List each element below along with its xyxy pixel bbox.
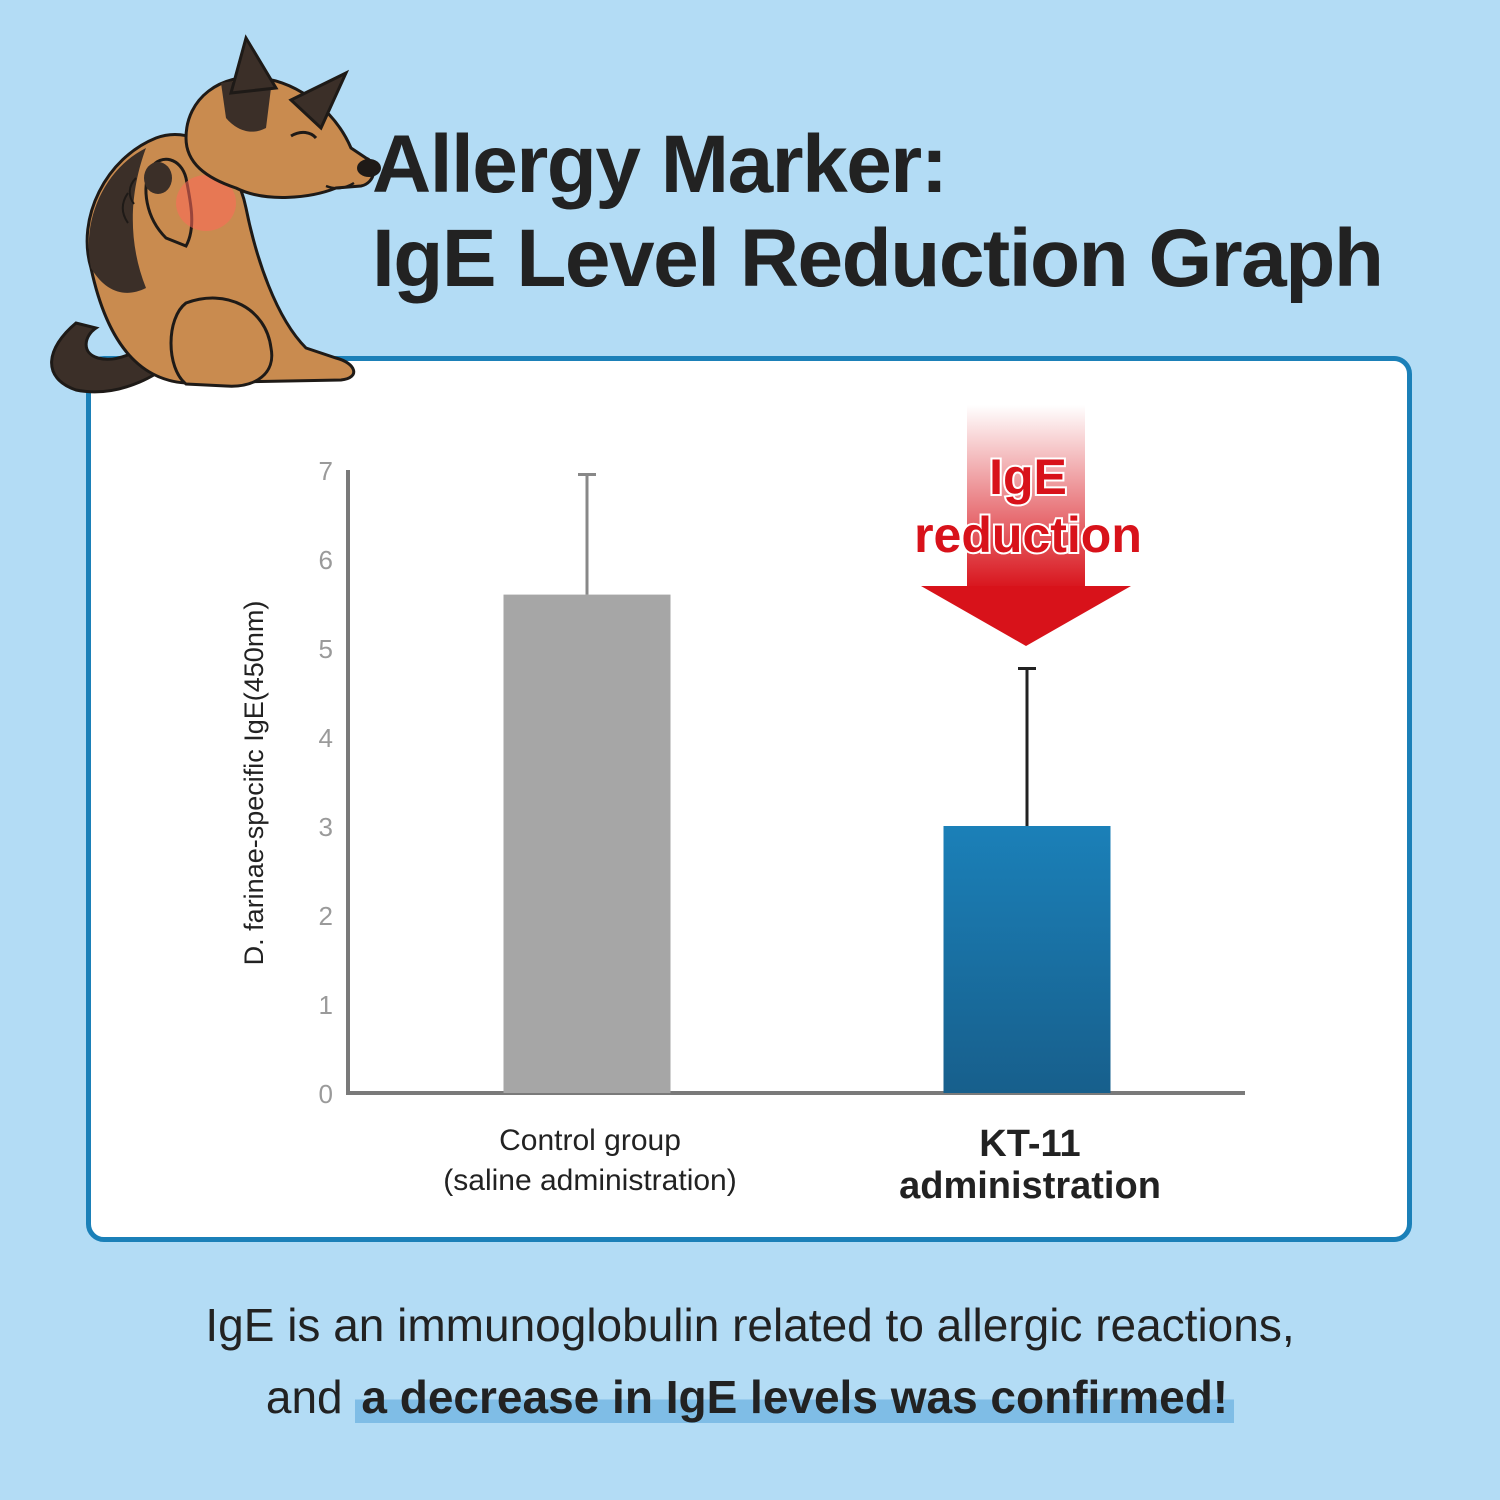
annotation-arrow-head bbox=[921, 586, 1131, 646]
y-axis-label: D. farinae-specific IgE(450nm) bbox=[239, 601, 269, 966]
x-tick-label: Control group bbox=[499, 1124, 681, 1157]
annotation-label: reduction bbox=[914, 507, 1142, 563]
caption-plain: and bbox=[265, 1371, 343, 1423]
y-tick-label: 4 bbox=[319, 723, 333, 753]
bar bbox=[503, 594, 671, 1093]
y-tick-label: 7 bbox=[319, 456, 333, 486]
dog-illustration bbox=[50, 34, 381, 394]
y-tick-label: 6 bbox=[319, 545, 333, 575]
bar bbox=[943, 826, 1111, 1093]
y-tick-label: 2 bbox=[319, 901, 333, 931]
page-title: Allergy Marker: IgE Level Reduction Grap… bbox=[372, 118, 1384, 306]
x-tick-label: (saline administration) bbox=[443, 1164, 736, 1197]
title-line-2: IgE Level Reduction Graph bbox=[372, 213, 1384, 304]
annotation-label: IgE bbox=[989, 449, 1067, 505]
y-tick-label: 3 bbox=[319, 812, 333, 842]
caption-line-1: IgE is an immunoglobulin related to alle… bbox=[205, 1299, 1295, 1351]
y-tick-label: 0 bbox=[319, 1079, 333, 1109]
annotation-arrow-shaft bbox=[967, 405, 1085, 590]
y-tick-label: 1 bbox=[319, 990, 333, 1020]
title-line-1: Allergy Marker: bbox=[372, 119, 948, 210]
caption-line-2: and a decrease in IgE levels was confirm… bbox=[0, 1370, 1500, 1424]
x-tick-label: KT-11 bbox=[979, 1123, 1080, 1165]
caption-highlight: a decrease in IgE levels was confirmed! bbox=[355, 1371, 1235, 1423]
x-tick-label: administration bbox=[899, 1165, 1161, 1207]
y-tick-label: 5 bbox=[319, 634, 333, 664]
